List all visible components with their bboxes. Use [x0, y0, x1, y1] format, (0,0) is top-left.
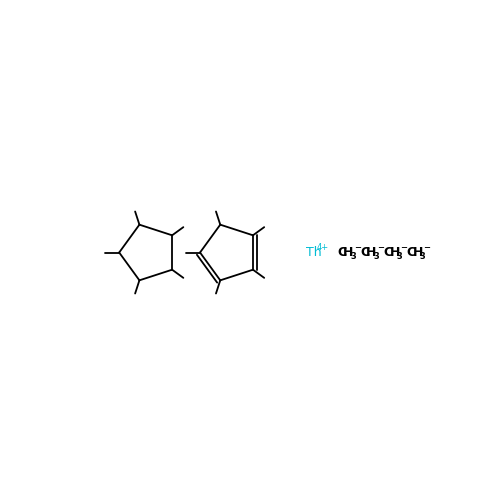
Text: H: H: [344, 246, 353, 259]
Text: −: −: [354, 242, 361, 252]
Text: H: H: [412, 246, 423, 259]
Text: H: H: [366, 246, 376, 259]
Text: C: C: [337, 246, 346, 259]
Text: Th: Th: [306, 246, 322, 259]
Text: 3: 3: [350, 252, 356, 261]
Text: H: H: [390, 246, 400, 259]
Text: −: −: [400, 242, 407, 252]
Text: −: −: [377, 242, 384, 252]
Text: 4+: 4+: [317, 242, 329, 252]
Text: C: C: [384, 246, 392, 259]
Text: C: C: [360, 246, 370, 259]
Text: C: C: [406, 246, 416, 259]
Text: 3: 3: [396, 252, 402, 261]
Text: −: −: [424, 242, 430, 252]
Text: 3: 3: [374, 252, 379, 261]
Text: 3: 3: [420, 252, 425, 261]
